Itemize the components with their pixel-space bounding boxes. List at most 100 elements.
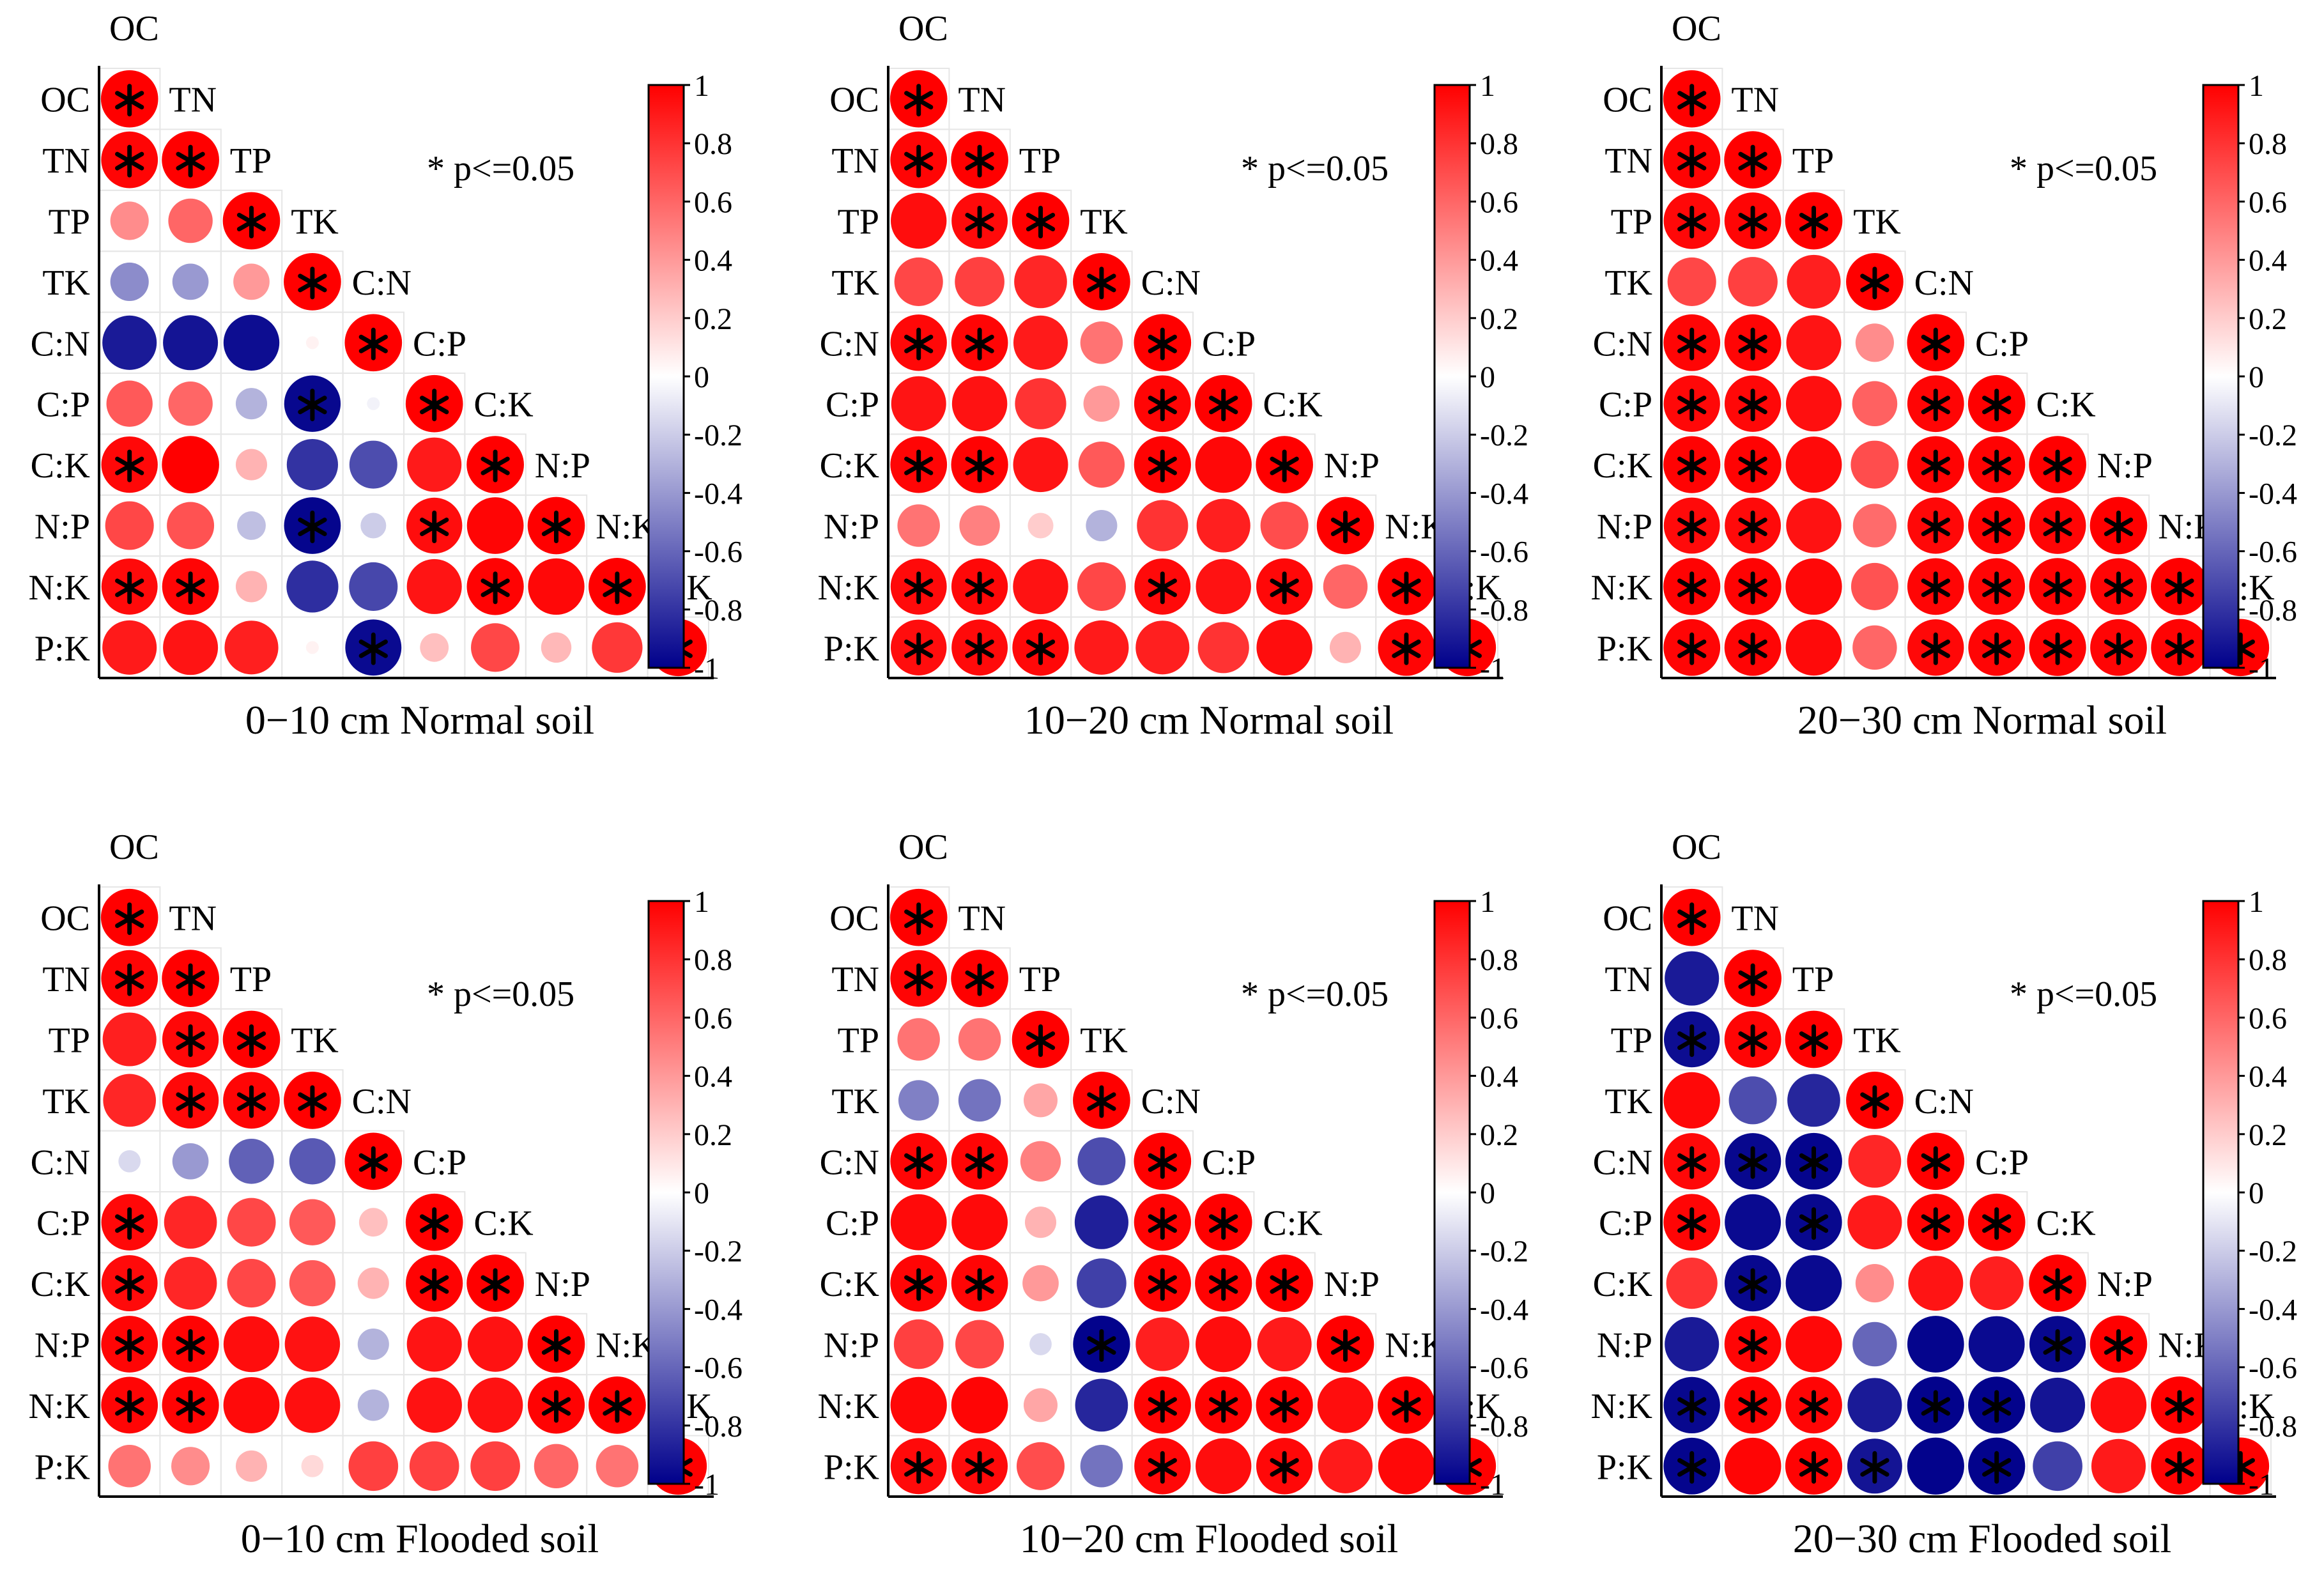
corr-circle-TK-TN [1728,1076,1777,1125]
significance-star [1209,1390,1238,1423]
corr-circle-C:N-TK [1848,1134,1902,1188]
row-label-P:K: P:K [1597,629,1652,668]
significance-star [2104,511,2134,543]
significance-star [1270,449,1299,482]
significance-star [965,571,994,605]
significance-star [176,1024,205,1057]
significance-star [1738,327,1767,360]
corr-circle-N:P-OC [105,501,154,550]
corr-circle-P:K-N:P [1318,1438,1373,1493]
panel-title: 20−30 cm Flooded soil [1793,1516,2172,1561]
corr-circle-N:P-TN [959,505,1000,546]
significance-star [1738,571,1767,605]
significance-star [420,1268,449,1301]
corr-circle-C:K-TK [1078,441,1125,488]
significance-star [904,632,934,665]
corr-circle-C:K-OC [1666,1257,1718,1309]
significance-star [420,1207,449,1240]
corr-circle-N:P-OC [893,1319,944,1369]
corr-circle-TK-OC [1663,1072,1720,1129]
colorbar-tick-label: 0.4 [1480,1060,1518,1094]
significance-note: * p<=0.05 [1241,975,1389,1014]
significance-star [904,963,934,996]
colorbar-tick-label: 0.2 [1480,302,1518,336]
corr-circle-N:P-C:N [1135,1317,1190,1371]
significance-star [1799,1024,1829,1057]
colorbar-tick-label: -0.8 [1480,594,1528,628]
row-label-N:P: N:P [824,507,879,547]
row-label-TK: TK [42,1082,90,1121]
significance-star [2043,449,2072,482]
significance-star [1738,632,1767,665]
diagonal-label-C:N: C:N [1914,263,1974,303]
significance-star [1921,1207,1950,1240]
significance-star [298,389,327,422]
diagonal-label-C:N: C:N [352,1082,412,1121]
corr-circle-N:P-TK [284,1316,341,1372]
colorbar-tick-label: -0.4 [694,1293,743,1327]
colorbar-tick-label: 0 [694,360,709,394]
row-label-TN: TN [42,960,90,999]
colorbar-tick-label: 0.4 [2249,244,2287,278]
colorbar [2202,900,2240,1485]
colorbar-tick-label: 0 [2249,1176,2264,1210]
panel-title: 0−10 cm Flooded soil [241,1516,599,1561]
colorbar-tick-label: 1 [1480,69,1495,103]
diagonal-label-TK: TK [291,1021,339,1061]
corr-circle-C:K-C:P [1969,1256,2024,1311]
corr-circle-TK-TN [958,1079,1001,1122]
significance-star [1738,963,1767,996]
diagonal-label-C:N: C:N [1141,1082,1201,1121]
colorbar-tick-label: -0.8 [694,594,743,628]
colorbar-tick-label: -0.4 [1480,1293,1528,1327]
corr-circle-N:K-TP [1023,1388,1058,1422]
corr-circle-C:N-TK [1077,1137,1126,1185]
significance-star [965,1268,994,1301]
significance-star [603,1390,632,1423]
significance-star [1392,632,1421,665]
corr-circle-N:P-C:P [1196,498,1250,553]
row-label-C:P: C:P [826,1204,879,1244]
significance-star [1677,389,1707,422]
corr-circle-C:K-TK [1855,1264,1894,1303]
corr-circle-N:K-C:K [467,1377,523,1433]
corr-circle-P:K-TN [171,1447,210,1486]
colorbar-tick-label: 0.8 [694,127,732,161]
significance-star [358,327,388,360]
significance-star [541,1390,571,1423]
significance-star [1982,571,2012,605]
significance-star [1921,511,1950,543]
significance-star [1738,449,1767,482]
corr-circle-N:K-TK [286,560,339,613]
row-label-TK: TK [831,1082,879,1121]
corr-circle-C:N-TP [1786,315,1842,371]
colorbar-tick-label: -0.2 [2249,419,2297,452]
significance-star [2165,1390,2194,1423]
corr-circle-N:P-C:P [1195,1316,1252,1373]
diagonal-label-TP: TP [1792,960,1834,999]
colorbar-tick-label: -0.6 [694,536,743,569]
significance-star [1087,266,1116,300]
corr-circle-N:P-TP [1027,512,1054,539]
significance-star [1921,1390,1950,1423]
panel-4: OCTNTPTKC:NC:PC:KN:PN:KP:KOCTNTPTKC:NC:P… [29,828,743,1561]
corr-circle-C:K-TN [162,436,219,493]
corr-circle-TK-OC [894,257,943,306]
corr-circle-C:P-TK [1083,385,1120,422]
diagonal-label-TK: TK [1853,1021,1901,1061]
corr-circle-TP-TN [958,1018,1001,1061]
row-label-N:P: N:P [35,507,90,547]
corr-circle-P:K-C:P [1197,622,1249,674]
corr-circle-N:P-TP [1786,498,1842,553]
significance-star [1738,206,1767,238]
corr-circle-N:K-C:N [349,562,398,611]
panel-5: OCTNTPTKC:NC:PC:KN:PN:KP:KOCTNTPTKC:NC:P… [818,828,1528,1561]
significance-star [1148,1146,1177,1179]
corr-circle-C:N-OC [102,315,157,370]
row-label-OC: OC [40,81,90,120]
corr-circle-N:P-TP [237,511,266,540]
significance-star [176,1390,205,1423]
colorbar-tick-label: 0 [1480,360,1495,394]
significance-star [1738,1024,1767,1057]
row-label-C:P: C:P [1599,1204,1652,1244]
